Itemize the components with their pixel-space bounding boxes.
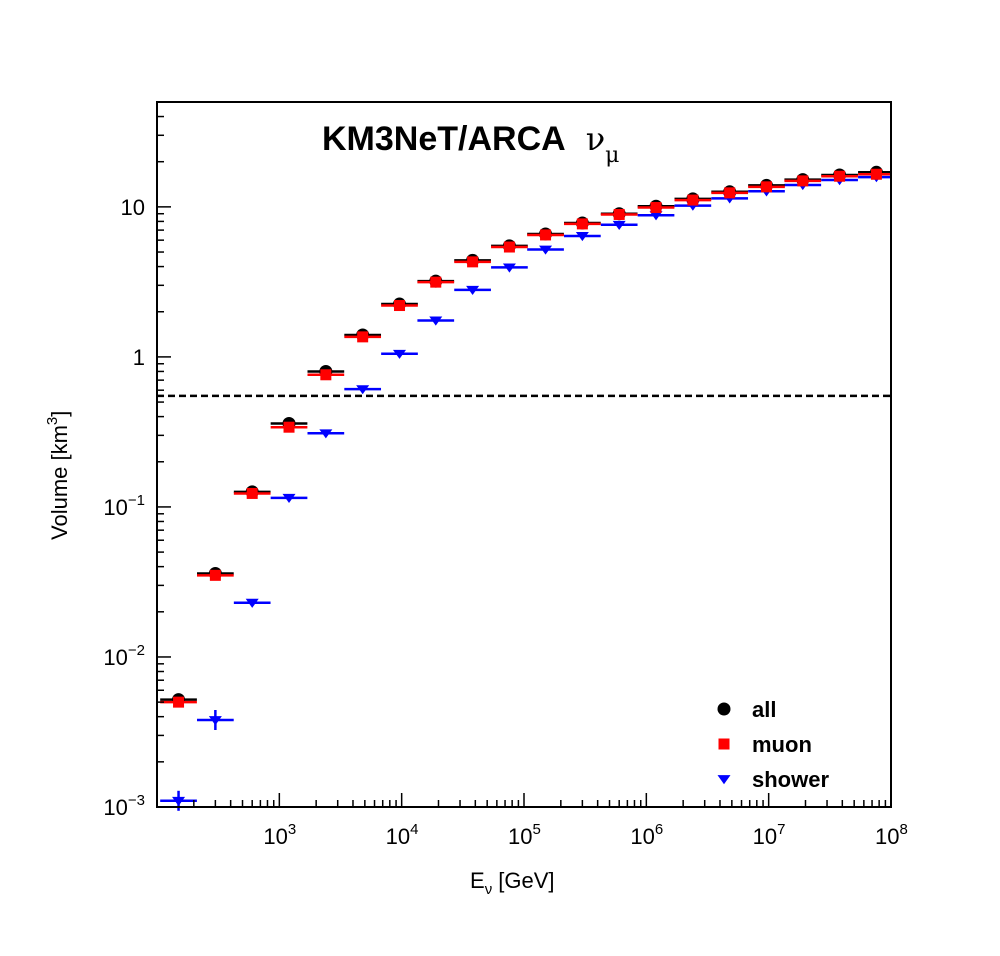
muon-point [467, 256, 479, 268]
x-axis-title: Eν [GeV] [470, 868, 555, 898]
legend-marker-shower [717, 775, 731, 785]
muon-point [724, 187, 736, 199]
muon-point [576, 218, 588, 230]
x-tick-label-exp: 8 [899, 821, 907, 838]
x-tick-label-exp: 3 [288, 821, 296, 838]
shower-point [649, 211, 663, 221]
legend-label-all: all [752, 697, 776, 722]
muon-point [503, 241, 515, 253]
x-tick-label-base: 10 [875, 824, 899, 849]
muon-point [834, 170, 846, 182]
x-tick-label-base: 10 [630, 824, 654, 849]
x-axis-title-sub: ν [485, 881, 493, 898]
legend: all muon shower [717, 697, 829, 792]
chart-title: KM3NeT/ARCA νμ [322, 120, 619, 168]
shower-point [575, 232, 589, 242]
x-tick-label: 104 [386, 821, 419, 849]
shower-point [172, 796, 186, 806]
shower-point [319, 429, 333, 439]
x-tick-label: 105 [508, 821, 541, 849]
y-tick-label: 10−2 [103, 642, 145, 670]
x-tick-label-exp: 4 [410, 821, 418, 838]
series-muon [160, 168, 891, 708]
muon-point [540, 229, 552, 241]
muon-point [173, 696, 185, 708]
x-tick-label-base: 10 [386, 824, 410, 849]
muon-point [870, 168, 882, 180]
y-tick-label-base: 10 [121, 195, 145, 220]
muon-point [797, 175, 809, 187]
y-tick-label: 10 [121, 195, 145, 220]
muon-point [283, 421, 295, 433]
legend-marker-all [717, 702, 731, 716]
muon-point [357, 331, 369, 343]
y-tick-label: 10−3 [103, 792, 145, 820]
shower-point [429, 316, 443, 326]
legend-marker-muon [718, 738, 730, 750]
legend-label-shower: shower [752, 767, 829, 792]
y-axis-title-rest: ] [47, 411, 72, 417]
data-layer [160, 165, 891, 811]
x-tick-label-base: 10 [508, 824, 532, 849]
y-tick-label-base: 10 [103, 495, 127, 520]
y-tick-label-base: 1 [133, 345, 145, 370]
x-tick-label: 107 [753, 821, 786, 849]
y-tick-label-exp: −2 [128, 642, 145, 659]
y-tick-label-exp: −1 [128, 492, 145, 509]
y-tick-label: 10−1 [103, 492, 145, 520]
chart-title-mu: μ [605, 143, 619, 168]
x-tick-label: 108 [875, 821, 908, 849]
chart-title-nu: ν [586, 120, 605, 158]
y-tick-label-base: 10 [103, 645, 127, 670]
muon-point [209, 569, 221, 581]
y-tick-label-exp: −3 [128, 792, 145, 809]
y-tick-label-base: 10 [103, 795, 127, 820]
y-axis-title-sup: 3 [44, 417, 61, 425]
muon-point [430, 276, 442, 288]
y-axis-title: Volume [km3] [44, 411, 72, 540]
muon-point [246, 487, 258, 499]
shower-point [466, 285, 480, 296]
muon-point [650, 202, 662, 214]
legend-label-muon: muon [752, 732, 812, 757]
shower-point [612, 220, 626, 230]
x-tick-label-exp: 6 [655, 821, 663, 838]
y-tick-label: 1 [133, 345, 145, 370]
x-tick-label-exp: 7 [777, 821, 785, 838]
x-tick-label: 106 [630, 821, 663, 849]
shower-point [282, 493, 296, 504]
y-axis-title-base: Volume [km [47, 425, 72, 540]
x-tick-label-exp: 5 [532, 821, 540, 838]
muon-point [687, 194, 699, 206]
x-axis-title-base: E [470, 868, 485, 893]
x-tick-label: 103 [263, 821, 296, 849]
x-tick-label-base: 10 [753, 824, 777, 849]
chart-title-text: KM3NeT/ARCA [322, 120, 566, 158]
shower-point [208, 716, 222, 726]
x-tick-label-base: 10 [263, 824, 287, 849]
muon-point [613, 208, 625, 220]
muon-point [760, 181, 772, 193]
shower-point [245, 598, 259, 608]
shower-point [502, 263, 516, 273]
muon-point [320, 369, 332, 381]
shower-point [392, 349, 406, 359]
shower-point [539, 245, 553, 255]
plot-frame [156, 101, 892, 808]
x-axis-title-rest: [GeV] [492, 868, 554, 893]
shower-point [356, 385, 370, 395]
muon-point [393, 300, 405, 312]
